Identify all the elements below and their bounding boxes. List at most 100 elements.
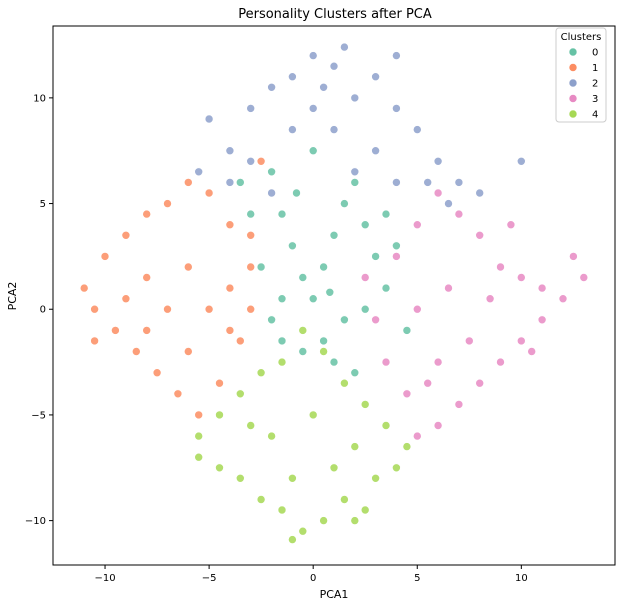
data-point [267,315,276,325]
data-point [121,231,131,240]
data-point [277,357,287,367]
legend-marker [568,109,578,119]
data-point [163,304,172,314]
data-point [111,326,120,335]
data-point [350,368,360,378]
data-point [423,178,433,187]
data-point [319,262,328,272]
data-point [506,220,516,229]
data-point [340,199,349,208]
data-point [288,125,297,134]
series-1 [79,157,266,420]
data-point [329,463,339,473]
data-point [121,294,131,304]
data-point [204,304,214,314]
series-4 [194,326,412,544]
series-2 [194,42,526,208]
y-axis-label: PCA2 [6,282,19,311]
legend-items: 0 1 2 3 4 [568,48,598,121]
data-point [360,273,370,282]
series-0 [236,146,412,378]
data-point [319,83,328,92]
chart-title: Personality Clusters after PCA [238,7,432,22]
data-point [225,220,235,229]
data-point [392,463,401,473]
data-point [142,209,151,219]
data-point [412,304,422,314]
data-point [236,389,245,399]
data-point [381,283,391,293]
data-point [267,188,276,198]
data-point [371,252,380,261]
data-point [308,104,318,113]
y-tick-label: 0 [40,305,46,316]
x-tick-label: 0 [310,573,316,584]
data-point [350,167,360,177]
data-point [350,93,360,103]
data-point [298,347,308,356]
legend-label: 2 [592,79,598,90]
data-point [444,199,453,208]
x-tick-label: 5 [414,573,420,584]
data-point [298,326,308,335]
y-tick-label: −5 [31,410,46,421]
data-point [277,209,287,219]
data-point [100,252,110,261]
data-point [173,389,183,399]
data-point [569,252,578,261]
data-point [319,347,328,356]
data-point [90,304,99,314]
data-point [360,400,370,409]
data-point [236,473,245,483]
legend-frame [555,27,607,123]
data-point [412,220,422,229]
legend-label: 3 [592,94,598,105]
data-point [329,61,339,71]
data-point [475,231,485,240]
legend-label: 1 [592,63,598,74]
data-point [329,231,339,240]
data-point [360,505,370,515]
data-point [537,315,547,325]
data-point [236,336,245,346]
data-point [402,442,412,451]
data-point [184,347,193,356]
y-axis: −10 −5 0 5 10 [25,93,53,527]
data-point [516,157,526,166]
data-point [298,526,308,536]
data-point [433,357,443,367]
data-point [132,347,141,356]
data-point [215,378,224,388]
data-point [350,178,360,187]
data-point [288,72,297,81]
data-point [152,368,162,378]
data-point [371,146,380,155]
data-point [475,188,485,198]
data-point [464,336,474,346]
data-point [246,262,255,272]
data-point [308,51,318,60]
data-point [288,535,297,544]
data-point [496,262,505,272]
data-point [319,516,328,525]
data-point [454,178,464,187]
data-point [412,431,422,441]
data-point [194,410,203,420]
x-axis-label: PCA1 [320,588,349,601]
legend: Clusters 0 1 2 3 4 [555,27,607,123]
data-point [236,178,245,187]
data-point [392,178,401,187]
data-point [267,431,276,441]
y-tick-label: −10 [25,516,46,527]
data-point [454,400,464,409]
x-tick-label: −10 [94,573,115,584]
data-point [371,72,380,81]
data-point [423,378,433,388]
data-point [163,199,172,208]
data-point [340,495,349,504]
data-point [319,336,328,346]
legend-label: 0 [592,48,598,59]
data-point [527,347,537,356]
data-point [246,209,255,219]
